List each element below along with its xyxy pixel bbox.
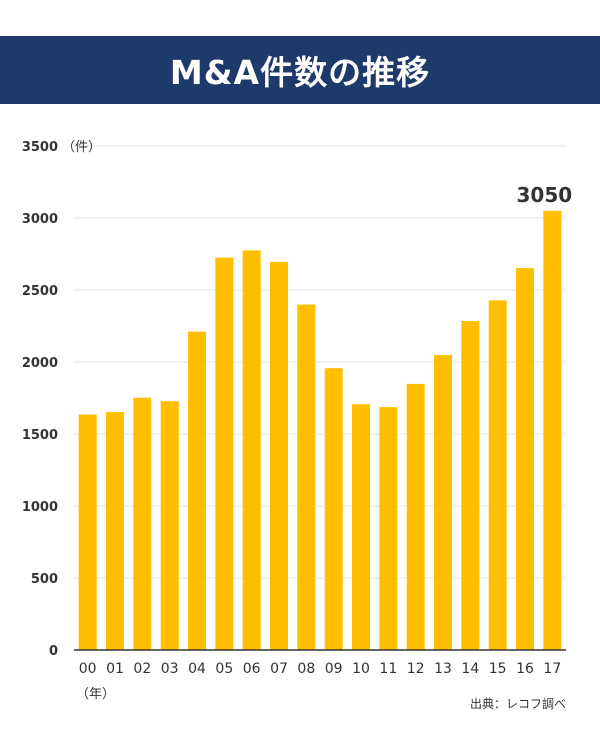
bar-06 (242, 250, 261, 650)
x-tick-label: 09 (325, 661, 343, 677)
bar-08 (297, 304, 316, 650)
y-tick-label: 3000 (22, 212, 58, 227)
x-tick-label: 10 (352, 661, 370, 677)
x-tick-label: 03 (161, 661, 179, 677)
y-tick-label: 500 (31, 572, 58, 587)
x-tick-label: 12 (407, 661, 425, 677)
x-tick-label: 00 (79, 661, 97, 677)
x-tick-labels: 00 01 02 03 04 05 06 07 08 09 10 11 12 13 14 15 16 17 (79, 661, 561, 677)
bar-15 (488, 300, 507, 650)
x-tick-label: 06 (243, 661, 261, 677)
x-tick-label: 16 (516, 661, 534, 677)
y-tick-label: 0 (49, 644, 58, 659)
bar-07 (270, 261, 288, 650)
x-tick-label: 02 (133, 661, 151, 677)
bar-10 (352, 404, 370, 650)
bar-12 (406, 383, 425, 650)
x-tick-label: 04 (188, 661, 206, 677)
bar-09 (324, 368, 343, 650)
bar-17 (543, 210, 562, 651)
bar-11 (379, 407, 398, 650)
bars (78, 210, 562, 651)
y-tick-label: 2000 (22, 356, 58, 371)
bar-14 (461, 320, 480, 650)
bar-16 (516, 268, 534, 650)
chart-title: M&A件数の推移 (169, 53, 431, 92)
y-tick-label: 1500 (22, 428, 58, 443)
x-tick-label: 11 (379, 661, 397, 677)
x-tick-label: 17 (543, 661, 561, 677)
y-tick-labels: 0 500 1000 1500 2000 2500 3000 3500 (22, 140, 58, 659)
x-tick-label: 15 (489, 661, 507, 677)
y-tick-label: 3500 (22, 140, 58, 155)
bar-13 (434, 355, 452, 650)
x-tick-label: 05 (215, 661, 233, 677)
y-tick-label: 1000 (22, 500, 58, 515)
x-tick-label: 08 (297, 661, 315, 677)
bar-00 (78, 414, 97, 650)
peak-value-label: 3050 (516, 183, 572, 207)
x-tick-label: 14 (461, 661, 479, 677)
bar-03 (160, 401, 179, 650)
x-tick-label: 13 (434, 661, 452, 677)
x-axis-unit: （年） (76, 687, 115, 702)
bar-04 (188, 331, 206, 650)
y-tick-label: 2500 (22, 284, 58, 299)
bar-01 (106, 411, 124, 650)
bar-02 (133, 397, 152, 650)
y-axis-unit: （件） (62, 140, 101, 155)
title-banner: M&A件数の推移 (0, 36, 600, 104)
grid-lines (74, 145, 566, 579)
bar-05 (215, 257, 234, 650)
x-tick-label: 07 (270, 661, 288, 677)
x-tick-label: 01 (106, 661, 124, 677)
source-note: 出典：レコフ調べ (470, 697, 566, 711)
